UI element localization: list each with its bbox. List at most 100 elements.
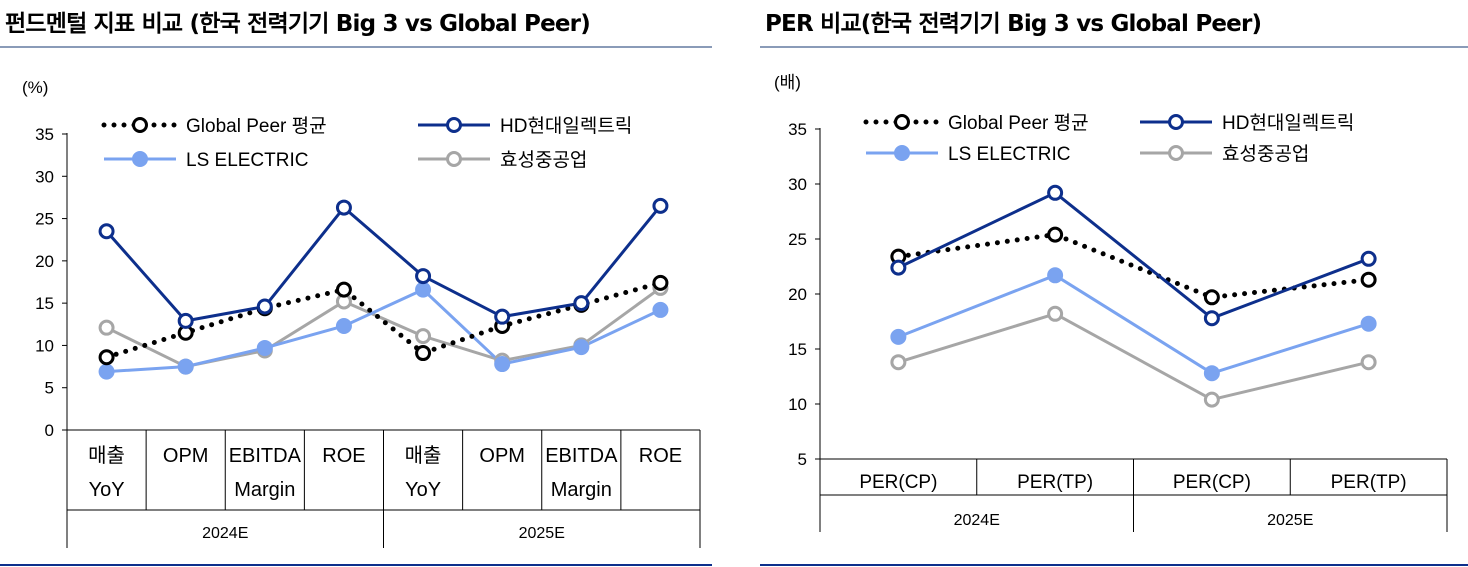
- data-point: [415, 328, 432, 345]
- legend-label: HD현대일렉트릭: [1222, 112, 1354, 134]
- legend-marker: [132, 151, 148, 167]
- x-category-label: 매출: [88, 444, 125, 467]
- data-point: [890, 259, 907, 276]
- legend-label: Global Peer 평균: [186, 115, 327, 137]
- data-point: [1047, 184, 1064, 201]
- data-point: [256, 339, 273, 356]
- data-point: [573, 339, 590, 356]
- x-category-label: 매출: [405, 444, 442, 467]
- data-point: [494, 308, 511, 325]
- y-tick-label: 30: [35, 167, 54, 186]
- data-point: [1203, 310, 1220, 327]
- unit-label: (배): [774, 73, 801, 92]
- fundamental-chart: (%) 0 5 10 15 20 25 30 35 매출 YoY OPM EBITDA Margin ROE…: [0, 46, 712, 566]
- x-category-label: EBITDA: [229, 445, 302, 467]
- legend-label: LS ELECTRIC: [186, 150, 308, 171]
- x-category-label: PER(TP): [1331, 472, 1407, 493]
- data-point: [1047, 267, 1064, 284]
- data-point: [652, 301, 669, 318]
- data-point: [335, 281, 352, 298]
- data-point: [1203, 289, 1220, 306]
- x-group-label: 2024E: [202, 525, 248, 542]
- series-line: [105, 204, 662, 323]
- x-category-label: YoY: [89, 479, 125, 501]
- data-point: [1047, 305, 1064, 322]
- x-group-label: 2024E: [954, 512, 1000, 529]
- legend-marker: [446, 117, 462, 133]
- legend-marker: [446, 151, 462, 167]
- legend-marker: [132, 117, 148, 133]
- data-point: [177, 358, 194, 375]
- data-point: [98, 349, 115, 366]
- data-point: [98, 363, 115, 380]
- series-line: [104, 280, 663, 360]
- x-category-label: OPM: [479, 445, 525, 467]
- y-tick-label: 30: [788, 175, 807, 194]
- legend-marker: [894, 145, 910, 161]
- unit-label: (%): [22, 78, 48, 97]
- series-line: [897, 312, 1369, 402]
- x-group-label: 2025E: [1267, 512, 1313, 529]
- legend-marker: [1168, 145, 1184, 161]
- data-point: [177, 312, 194, 329]
- data-point: [1203, 365, 1220, 382]
- x-category-label: PER(CP): [1173, 472, 1251, 493]
- per-chart: (배) 5 10 15 20 25 30 35 PER(CP) PER(TP) PER(CP) PER…: [760, 46, 1468, 566]
- data-point: [1203, 391, 1220, 408]
- data-point: [98, 223, 115, 240]
- y-tick-label: 10: [35, 336, 54, 355]
- data-point: [1360, 271, 1377, 288]
- data-point: [256, 298, 273, 315]
- data-point: [573, 295, 590, 312]
- data-point: [415, 345, 432, 362]
- data-point: [1360, 250, 1377, 267]
- fundamental-chart-panel: 펀드멘털 지표 비교 (한국 전력기기 Big 3 vs Global Peer…: [0, 0, 712, 567]
- legend-label: LS ELECTRIC: [948, 144, 1070, 165]
- y-tick-label: 5: [798, 450, 807, 469]
- y-tick-label: 0: [45, 421, 54, 440]
- x-category-label: ROE: [322, 445, 365, 467]
- chart-title: 펀드멘털 지표 비교 (한국 전력기기 Big 3 vs Global Peer…: [5, 11, 591, 37]
- y-tick-label: 20: [788, 285, 807, 304]
- legend-marker: [894, 114, 910, 130]
- y-tick-label: 25: [788, 230, 807, 249]
- series-line: [897, 273, 1370, 375]
- chart-title: PER 비교(한국 전력기기 Big 3 vs Global Peer): [765, 11, 1262, 37]
- x-category-label: PER(TP): [1017, 472, 1093, 493]
- data-point: [415, 281, 432, 298]
- y-tick-label: 35: [35, 125, 54, 144]
- series-line: [106, 288, 662, 374]
- series-line: [895, 232, 1372, 300]
- y-tick-label: 35: [788, 120, 807, 139]
- data-point: [335, 317, 352, 334]
- data-point: [494, 356, 511, 373]
- x-category-label: YoY: [405, 479, 441, 501]
- data-point: [98, 319, 115, 336]
- y-tick-label: 5: [45, 379, 54, 398]
- x-category-label: Margin: [234, 479, 295, 501]
- x-category-label: PER(CP): [859, 472, 937, 493]
- data-point: [652, 197, 669, 214]
- data-point: [335, 199, 352, 216]
- data-point: [415, 268, 432, 285]
- x-category-label: OPM: [163, 445, 209, 467]
- legend-label: HD현대일렉트릭: [500, 115, 632, 137]
- data-point: [890, 354, 907, 371]
- y-tick-label: 10: [788, 395, 807, 414]
- legend-label: 효성중공업: [500, 149, 587, 171]
- data-point: [1360, 315, 1377, 332]
- y-tick-label: 20: [35, 252, 54, 271]
- data-point: [652, 274, 669, 291]
- data-point: [1047, 226, 1064, 243]
- y-tick-label: 15: [35, 294, 54, 313]
- x-group-label: 2025E: [519, 525, 565, 542]
- x-category-label: EBITDA: [545, 445, 618, 467]
- y-tick-label: 25: [35, 210, 54, 229]
- data-point: [1360, 354, 1377, 371]
- x-category-label: ROE: [639, 445, 682, 467]
- legend-marker: [1168, 114, 1184, 130]
- legend-label: Global Peer 평균: [948, 112, 1089, 134]
- y-tick-label: 15: [788, 340, 807, 359]
- data-point: [890, 328, 907, 345]
- per-chart-panel: PER 비교(한국 전력기기 Big 3 vs Global Peer) (배)…: [760, 0, 1468, 567]
